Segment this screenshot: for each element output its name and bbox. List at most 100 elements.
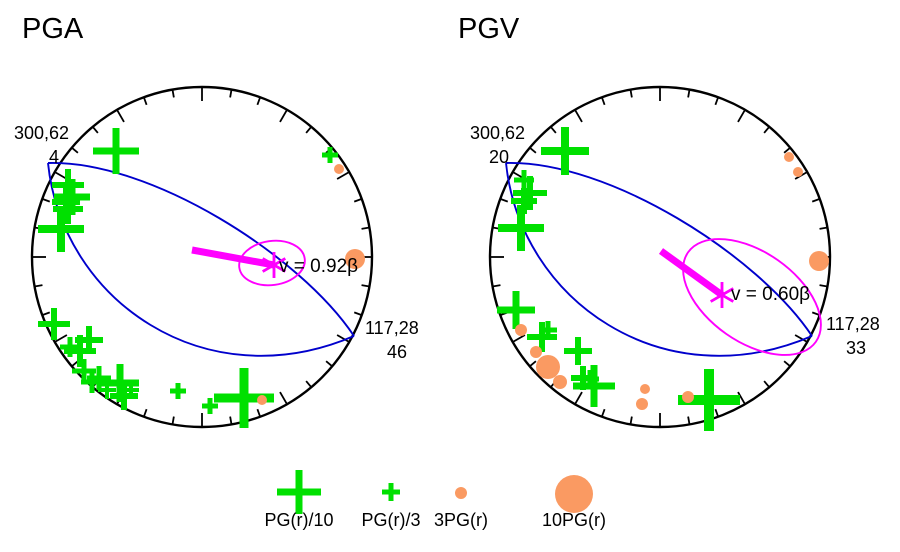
tick-mark <box>279 391 288 405</box>
cross-symbol <box>239 368 249 428</box>
panel-title-pgv: PGV <box>458 13 520 45</box>
tick-mark <box>54 171 68 180</box>
panel-pgv: PGV v = 0.60β 300,62 20 117,28 33 <box>458 13 880 431</box>
legend: PG(r)/10 PG(r)/3 3PG(r) 10PG(r) <box>264 470 606 530</box>
cross-symbol <box>587 370 593 388</box>
tick-mark <box>763 126 770 134</box>
tick-mark <box>574 391 583 405</box>
rupture-ellipse-pga <box>238 239 306 287</box>
cross-symbol <box>521 170 527 190</box>
tick-mark <box>783 360 791 367</box>
legend-label-2: 3PG(r) <box>434 510 488 530</box>
cross-symbol <box>207 398 213 414</box>
cross-symbol <box>121 382 127 410</box>
cross-symbol <box>527 176 533 210</box>
cross-symbol <box>89 371 95 393</box>
legend-item-2: 3PG(r) <box>434 487 488 530</box>
tick-mark <box>171 89 175 98</box>
tick-mark <box>71 360 79 367</box>
tick-mark <box>256 408 261 418</box>
velocity-label-pga: v = 0.92β <box>279 256 358 277</box>
rupture-vector-pga <box>191 246 275 269</box>
tick-mark <box>794 334 808 343</box>
tick-mark <box>361 284 370 288</box>
tick-mark <box>811 311 821 316</box>
cross-symbol <box>68 179 76 215</box>
legend-item-1: PG(r)/3 <box>361 483 421 530</box>
cross-symbol <box>51 308 57 340</box>
tick-mark <box>353 311 363 316</box>
dot-symbol <box>553 375 567 389</box>
cross-symbol <box>175 383 181 399</box>
nodal-plane-2-pgv <box>505 162 813 357</box>
cross-symbol <box>512 291 520 329</box>
legend-item-3: 10PG(r) <box>542 475 606 530</box>
tick-mark <box>529 147 537 154</box>
cross-symbols-pgv <box>497 127 740 431</box>
dot-symbols-pgv <box>515 152 829 410</box>
cross-symbol <box>575 337 581 365</box>
cross-symbol <box>517 205 525 251</box>
legend-dot-icon <box>455 487 467 499</box>
cross-symbol <box>129 382 133 398</box>
tick-mark <box>325 360 333 367</box>
tick-mark <box>143 96 148 106</box>
legend-label-1: PG(r)/3 <box>361 510 420 530</box>
dot-symbol <box>809 251 829 271</box>
tick-mark <box>574 109 583 123</box>
tick-mark <box>687 416 691 425</box>
nodal-plane-1-pga <box>47 162 355 337</box>
plane-label-lower-right-line1-pgv: 117,28 <box>826 314 880 334</box>
tick-mark <box>54 334 68 343</box>
panel-pga: PGA v = 0.92β 300,62 4 117,28 46 <box>14 13 419 429</box>
plane-label-lower-right-line1-pga: 117,28 <box>365 318 419 338</box>
cross-symbol <box>77 335 83 367</box>
dot-symbol <box>784 152 794 162</box>
dot-symbols-pga <box>257 164 365 405</box>
cross-symbol <box>67 337 73 357</box>
tick-mark <box>529 360 537 367</box>
tick-mark <box>279 109 288 123</box>
dot-symbol <box>636 398 648 410</box>
rupture-ellipse-pgv <box>682 238 822 356</box>
tick-mark <box>41 311 51 316</box>
tick-mark <box>305 126 312 134</box>
tick-mark <box>714 408 719 418</box>
cross-symbol <box>561 127 569 175</box>
tick-mark <box>305 380 312 388</box>
dot-symbol <box>640 384 650 394</box>
legend-item-0: PG(r)/10 <box>264 470 334 530</box>
tick-mark <box>336 171 350 180</box>
tick-mark <box>171 416 175 425</box>
tick-mark <box>499 198 509 203</box>
cross-symbol <box>116 364 124 402</box>
tick-mark <box>737 391 746 405</box>
tick-mark <box>71 147 79 154</box>
plane-label-lower-right-line2-pgv: 33 <box>846 338 866 358</box>
cross-symbol <box>521 188 527 214</box>
tick-mark <box>763 380 770 388</box>
cross-symbols-pga <box>38 128 338 428</box>
dot-symbol <box>334 164 344 174</box>
tick-mark <box>41 198 51 203</box>
plane-label-lower-right-line2-pga: 46 <box>387 342 407 362</box>
tick-mark <box>550 126 557 134</box>
legend-label-3: 10PG(r) <box>542 510 606 530</box>
cross-symbol <box>539 322 545 352</box>
cross-symbol <box>590 365 598 407</box>
cross-symbol <box>86 326 92 354</box>
legend-cross-icon <box>388 483 394 501</box>
tick-mark <box>811 198 821 203</box>
cross-symbol <box>704 369 714 431</box>
tick-mark <box>714 96 719 106</box>
dot-symbol <box>515 324 527 336</box>
legend-label-0: PG(r)/10 <box>264 510 333 530</box>
plane-label-upper-left-line2-pga: 4 <box>49 147 59 167</box>
tick-mark <box>687 89 691 98</box>
dot-symbol <box>793 167 803 177</box>
plane-label-upper-left-line1-pga: 300,62 <box>14 123 69 143</box>
plane-label-upper-left-line2-pgv: 20 <box>489 147 509 167</box>
dot-symbol <box>530 346 542 358</box>
cross-symbol <box>545 321 551 339</box>
